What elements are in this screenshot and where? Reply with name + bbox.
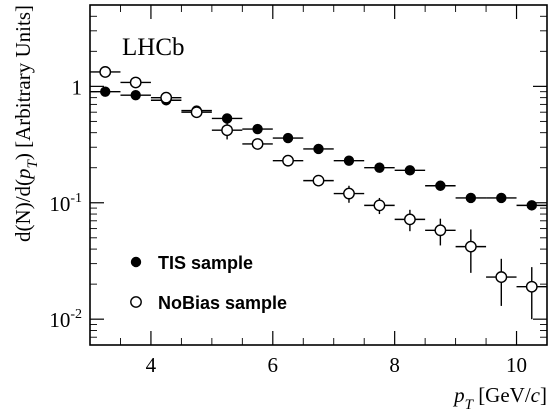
series-tis — [90, 86, 547, 211]
data-point — [464, 240, 477, 253]
x-tick-label: 8 — [389, 353, 400, 377]
data-point — [403, 213, 416, 226]
data-point — [434, 224, 447, 237]
data-point — [373, 199, 386, 212]
data-point — [99, 66, 112, 78]
data-point — [525, 280, 538, 293]
y-tick-label: 10-1 — [49, 191, 82, 216]
x-tick-label: 10 — [506, 353, 527, 377]
y-axis-title-suffix: ) [Arbitrary Units] — [11, 5, 35, 160]
legend-label: NoBias sample — [158, 293, 287, 313]
data-point — [495, 271, 508, 283]
data-point — [221, 124, 234, 137]
legend-label: TIS sample — [158, 253, 253, 273]
data-point — [190, 106, 203, 119]
data-point — [435, 180, 446, 191]
data-point — [282, 154, 294, 167]
data-point — [496, 192, 507, 204]
legend-marker — [130, 256, 142, 268]
axis-labels: LHCb pT [GeV/c]d(N)/d(pT) [Arbitrary Uni… — [11, 5, 547, 410]
y-axis-title-prefix: d(N)/d( — [11, 179, 35, 242]
x-axis-title-subscript: T — [465, 397, 475, 410]
data-point — [374, 162, 385, 173]
x-tick-label: 4 — [146, 353, 157, 377]
data-point — [251, 138, 264, 150]
y-tick-base: 1 — [72, 75, 83, 99]
data-point — [526, 200, 537, 211]
x-axis-title-unit: [GeV/ — [473, 383, 531, 407]
y-axis-title: d(N)/d(pT) [Arbitrary Units] — [11, 5, 41, 242]
x-axis-title-symbol: p — [452, 383, 465, 407]
data-point — [465, 192, 477, 204]
data-point — [160, 91, 173, 104]
y-tick-base: 10 — [49, 308, 70, 332]
x-tick-label: 6 — [268, 353, 279, 377]
plot-frame — [89, 4, 548, 346]
data-point — [343, 155, 355, 166]
y-tick-label: 1 — [72, 75, 83, 99]
data-point — [252, 123, 263, 135]
lhcb-annotation: LHCb — [122, 34, 185, 61]
legend-marker — [130, 296, 142, 308]
y-tick-base: 10 — [49, 192, 70, 216]
legend: TIS sample NoBias sample — [130, 253, 287, 313]
y-tick-label: 10-2 — [49, 307, 82, 332]
data-point — [404, 165, 416, 176]
y-tick-exponent: -2 — [70, 307, 82, 322]
x-axis-title-close: ] — [540, 383, 547, 407]
series-nobias — [90, 66, 547, 320]
data-point — [221, 113, 233, 124]
x-axis-title: pT [GeV/c] — [452, 383, 547, 410]
data-point — [282, 132, 294, 144]
y-axis-title-symbol: p — [11, 168, 35, 181]
x-axis-title-c: c — [531, 383, 541, 407]
data-point — [312, 174, 325, 187]
data-point — [343, 187, 355, 200]
plot-area — [90, 66, 547, 320]
data-point — [100, 86, 111, 97]
data-point — [129, 76, 142, 89]
y-axis-title-subscript: T — [25, 158, 41, 168]
data-point — [313, 143, 324, 155]
data-point — [130, 89, 141, 101]
y-tick-exponent: -1 — [70, 191, 82, 206]
